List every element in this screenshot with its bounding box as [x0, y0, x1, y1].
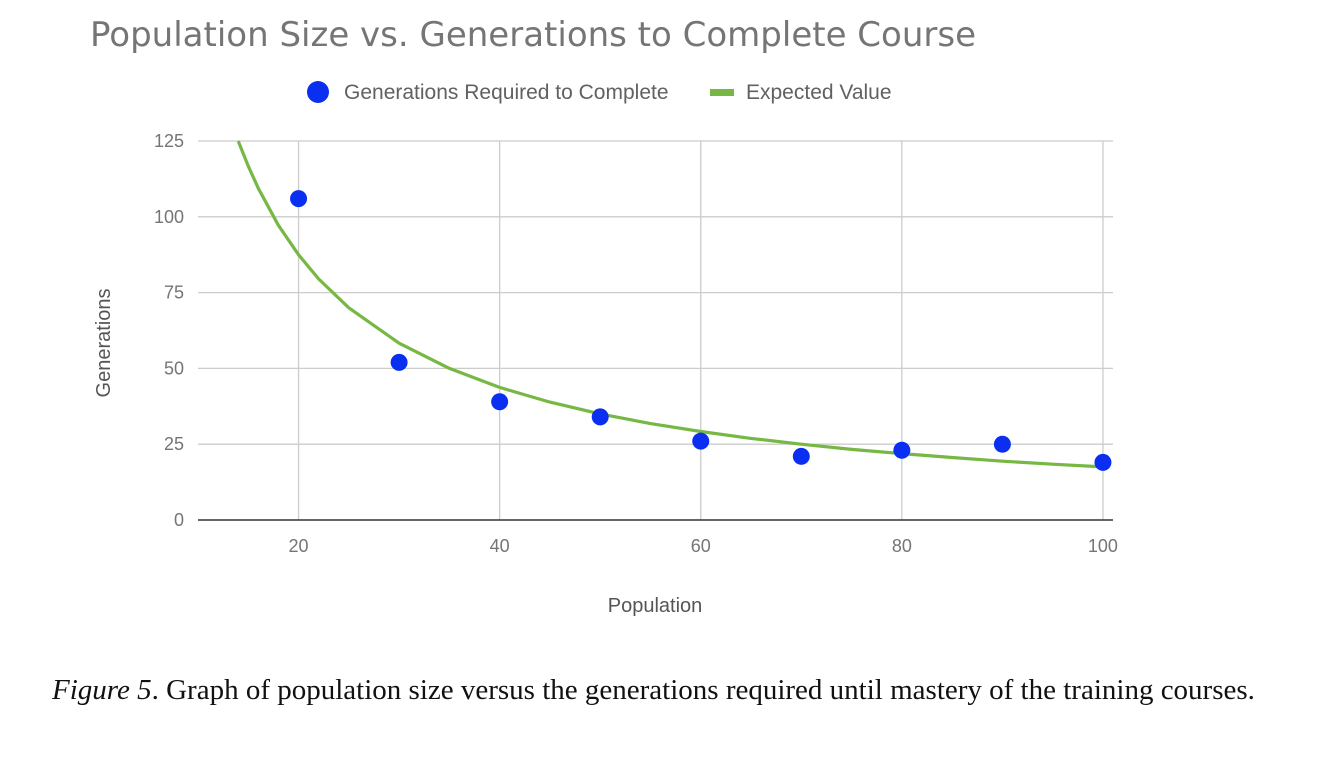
caption-text: . Graph of population size versus the ge… — [151, 674, 1255, 706]
legend-label-generations: Generations Required to Complete — [344, 81, 669, 104]
y-tick-label: 25 — [164, 434, 184, 454]
expected-value-line — [236, 140, 1103, 469]
y-tick-label: 100 — [154, 207, 184, 227]
data-point — [491, 393, 509, 411]
legend-marker-generations — [307, 81, 329, 103]
data-point — [993, 435, 1011, 453]
generations-series — [290, 190, 1112, 471]
legend: Generations Required to Complete Expecte… — [307, 81, 892, 104]
x-axis-ticks: 20 40 60 80 100 — [289, 536, 1118, 556]
data-point — [893, 441, 911, 459]
legend-label-expected: Expected Value — [746, 81, 892, 104]
x-tick-label: 60 — [691, 536, 711, 556]
y-axis-ticks: 0 25 50 75 100 125 — [154, 131, 184, 530]
chart-title: Population Size vs. Generations to Compl… — [90, 15, 976, 55]
data-point — [390, 353, 408, 371]
legend-marker-expected — [710, 89, 734, 96]
gridlines — [198, 140, 1113, 520]
chart: Population Size vs. Generations to Compl… — [90, 15, 1118, 617]
figure-caption: Figure 5. Graph of population size versu… — [52, 668, 1292, 712]
y-tick-label: 0 — [174, 510, 184, 530]
data-point — [1094, 453, 1112, 471]
y-axis-title: Generations — [93, 289, 115, 398]
x-tick-label: 100 — [1088, 536, 1118, 556]
x-axis-title: Population — [608, 595, 703, 617]
data-point — [692, 432, 710, 450]
x-tick-label: 80 — [892, 536, 912, 556]
y-tick-label: 75 — [164, 283, 184, 303]
x-tick-label: 40 — [490, 536, 510, 556]
x-tick-label: 20 — [289, 536, 309, 556]
data-point — [591, 408, 609, 426]
caption-label: Figure 5 — [52, 674, 152, 706]
y-tick-label: 125 — [154, 131, 184, 151]
data-point — [290, 190, 308, 208]
y-tick-label: 50 — [164, 358, 184, 378]
data-point — [792, 447, 810, 465]
expected-value-series — [236, 140, 1103, 469]
